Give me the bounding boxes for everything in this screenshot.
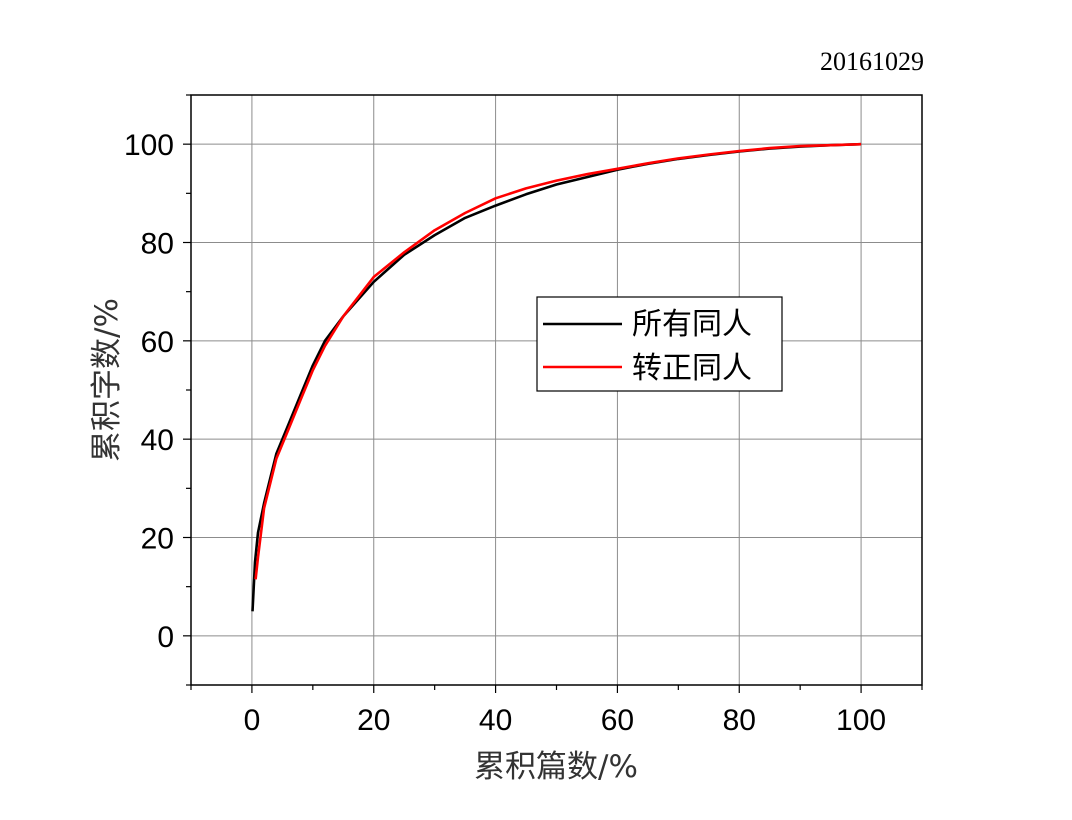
date-stamp: 20161029 xyxy=(820,47,924,76)
series-line-1 xyxy=(254,142,862,580)
x-tick-label-40: 40 xyxy=(479,704,512,737)
y-tick-label-100: 100 xyxy=(124,129,174,162)
x-tick-label-0: 0 xyxy=(244,704,261,737)
x-axis-title: 累积篇数/% xyxy=(474,749,638,785)
tick-labels: 0 20 40 60 80 100 0 20 40 60 80 100 xyxy=(124,129,886,737)
x-tick-label-60: 60 xyxy=(601,704,634,737)
y-tick-label-60: 60 xyxy=(141,326,174,359)
legend-box xyxy=(536,296,783,392)
x-tick-label-20: 20 xyxy=(357,704,390,737)
axis-ticks xyxy=(183,94,923,693)
y-axis-title: 累积字数/% xyxy=(89,298,125,462)
x-tick-label-80: 80 xyxy=(723,704,756,737)
y-tick-label-80: 80 xyxy=(141,228,174,261)
legend: 所有同人 转正同人 xyxy=(536,296,783,392)
legend-label-all: 所有同人 xyxy=(632,307,752,342)
x-tick-label-100: 100 xyxy=(836,704,886,737)
legend-label-promoted: 转正同人 xyxy=(632,351,752,386)
y-tick-label-40: 40 xyxy=(141,424,174,457)
y-tick-label-0: 0 xyxy=(157,621,174,654)
series-lines xyxy=(251,142,862,612)
y-tick-label-20: 20 xyxy=(141,523,174,556)
